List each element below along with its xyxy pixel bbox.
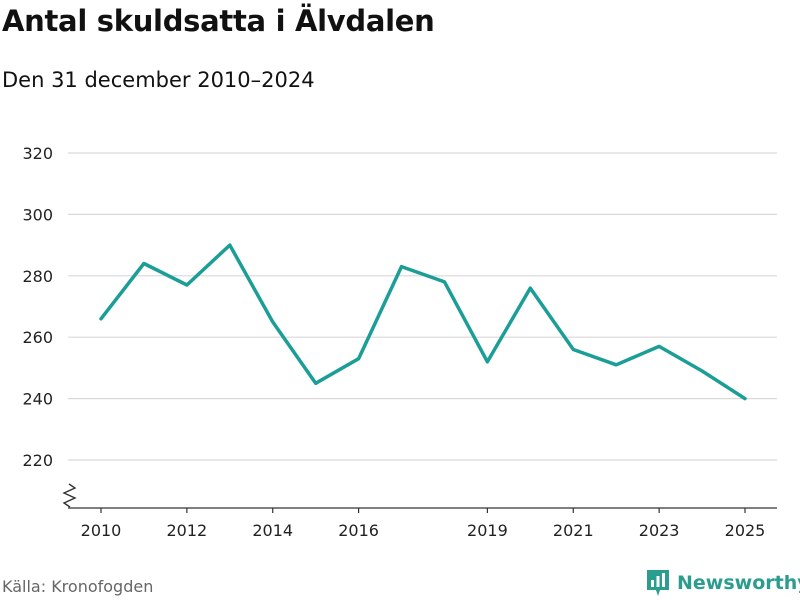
data-point: [314, 381, 318, 385]
data-point: [571, 347, 575, 351]
brand-name: Newsworthy: [677, 572, 800, 594]
data-point: [271, 320, 275, 324]
data-point: [528, 286, 532, 290]
x-tick-label: 2012: [167, 521, 208, 540]
data-point: [400, 265, 404, 269]
y-tick-label: 300: [22, 205, 53, 224]
chart-title: Antal skuldsatta i Älvdalen: [2, 4, 435, 38]
bar-chart-pin-icon: [647, 570, 669, 596]
data-point: [442, 280, 446, 284]
data-point: [185, 283, 189, 287]
data-point: [657, 344, 661, 348]
x-tick-label: 2019: [467, 521, 508, 540]
data-point: [142, 262, 146, 266]
source-note: Källa: Kronofogden: [2, 577, 154, 596]
brand-logo: Newsworthy: [645, 568, 800, 598]
chart-subtitle: Den 31 december 2010–2024: [2, 68, 315, 92]
data-point: [357, 357, 361, 361]
data-point: [99, 317, 103, 321]
data-point: [228, 243, 232, 247]
y-tick-label: 260: [22, 328, 53, 347]
y-tick-label: 320: [22, 144, 53, 163]
x-tick-label: 2014: [252, 521, 293, 540]
data-point: [743, 397, 747, 401]
x-tick-label: 2016: [338, 521, 379, 540]
series-line: [99, 243, 747, 401]
y-tick-label: 280: [22, 267, 53, 286]
data-point: [700, 369, 704, 373]
y-tick-label: 220: [22, 451, 53, 470]
y-tick-label: 240: [22, 390, 53, 409]
x-tick-label: 2021: [553, 521, 594, 540]
x-tick-label: 2010: [81, 521, 122, 540]
data-point: [485, 360, 489, 364]
x-tick-label: 2025: [725, 521, 766, 540]
x-tick-label: 2023: [639, 521, 680, 540]
data-point: [614, 363, 618, 367]
zigzag-break-icon: [62, 483, 77, 508]
